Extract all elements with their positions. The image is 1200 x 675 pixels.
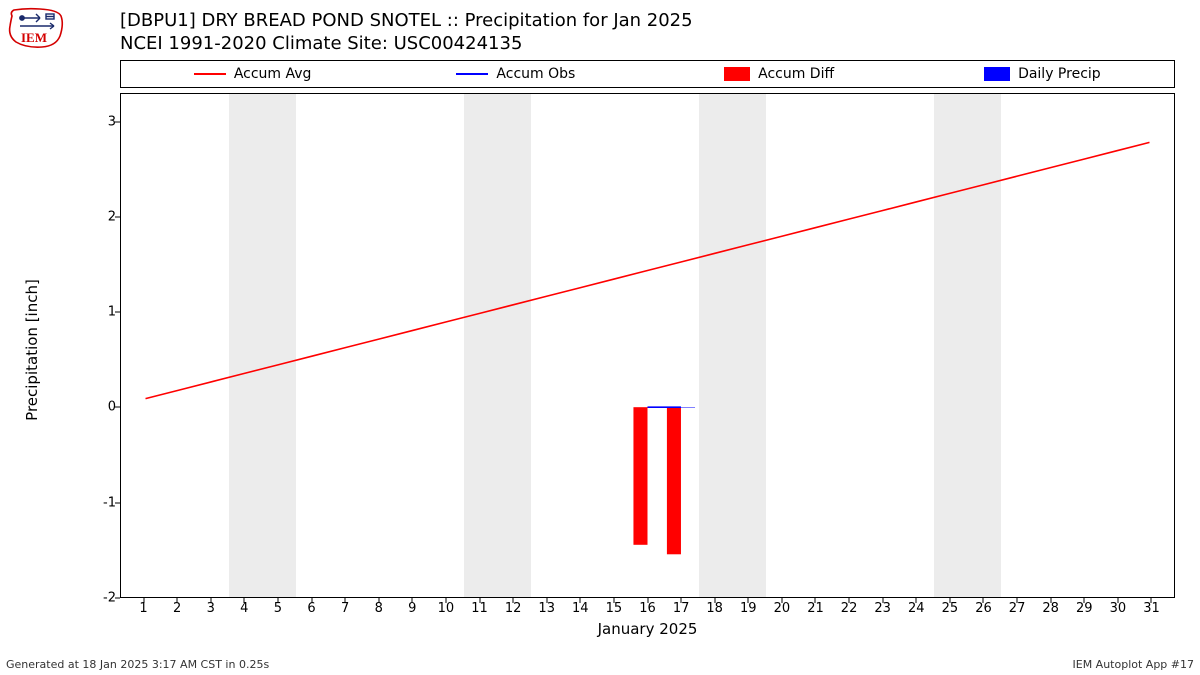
x-tick-mark — [345, 598, 346, 603]
legend-label: Accum Obs — [496, 66, 575, 82]
x-tick-label: 26 — [975, 601, 992, 616]
x-tick-mark — [748, 598, 749, 603]
legend-item: Accum Obs — [384, 66, 647, 82]
y-tick-label: 0 — [80, 400, 116, 415]
x-tick-label: 25 — [942, 601, 959, 616]
x-tick-mark — [580, 598, 581, 603]
x-tick-mark — [177, 598, 178, 603]
x-tick-mark — [412, 598, 413, 603]
legend-swatch — [724, 67, 750, 81]
x-tick-mark — [681, 598, 682, 603]
x-tick-mark — [143, 598, 144, 603]
x-tick-label: 22 — [841, 601, 858, 616]
y-tick-label: 2 — [80, 209, 116, 224]
x-tick-mark — [479, 598, 480, 603]
x-tick-label: 13 — [538, 601, 555, 616]
x-tick-label: 15 — [606, 601, 623, 616]
legend-label: Accum Avg — [234, 66, 312, 82]
title-line-2: NCEI 1991-2020 Climate Site: USC00424135 — [120, 33, 693, 56]
plot-svg — [121, 94, 1174, 597]
y-tick-label: -2 — [80, 591, 116, 606]
x-tick-mark — [445, 598, 446, 603]
footer-generated: Generated at 18 Jan 2025 3:17 AM CST in … — [6, 658, 269, 671]
x-tick-label: 6 — [307, 601, 315, 616]
x-tick-mark — [210, 598, 211, 603]
footer-app: IEM Autoplot App #17 — [1073, 658, 1195, 671]
x-tick-mark — [916, 598, 917, 603]
x-tick-label: 11 — [471, 601, 488, 616]
logo-text: IEM — [21, 30, 47, 45]
x-tick-mark — [1084, 598, 1085, 603]
x-tick-mark — [781, 598, 782, 603]
x-tick-label: 16 — [639, 601, 656, 616]
x-tick-mark — [714, 598, 715, 603]
x-tick-label: 3 — [207, 601, 215, 616]
x-tick-label: 19 — [740, 601, 757, 616]
x-tick-label: 14 — [572, 601, 589, 616]
x-tick-label: 28 — [1042, 601, 1059, 616]
y-tick-label: -1 — [80, 495, 116, 510]
x-tick-label: 30 — [1110, 601, 1127, 616]
x-tick-mark — [546, 598, 547, 603]
x-tick-label: 27 — [1009, 601, 1026, 616]
legend-item: Daily Precip — [911, 66, 1174, 82]
legend-swatch — [456, 73, 488, 75]
x-tick-label: 9 — [408, 601, 416, 616]
x-tick-mark — [882, 598, 883, 603]
y-axis-label: Precipitation [inch] — [23, 279, 41, 421]
x-tick-label: 8 — [375, 601, 383, 616]
y-tick-mark — [115, 216, 120, 217]
x-tick-mark — [244, 598, 245, 603]
x-tick-label: 7 — [341, 601, 349, 616]
x-tick-label: 2 — [173, 601, 181, 616]
chart-title: [DBPU1] DRY BREAD POND SNOTEL :: Precipi… — [120, 10, 693, 55]
x-tick-label: 1 — [139, 601, 147, 616]
x-tick-label: 17 — [673, 601, 690, 616]
x-tick-label: 24 — [908, 601, 925, 616]
chart-container: Accum Avg Accum Obs Accum Diff Daily Precip… — [80, 60, 1180, 640]
x-tick-mark — [1050, 598, 1051, 603]
x-tick-label: 4 — [240, 601, 248, 616]
x-axis-label: January 2025 — [120, 620, 1175, 638]
x-tick-mark — [513, 598, 514, 603]
legend-label: Accum Diff — [758, 66, 834, 82]
legend: Accum Avg Accum Obs Accum Diff Daily Precip — [120, 60, 1175, 88]
x-tick-mark — [815, 598, 816, 603]
y-tick-label: 3 — [80, 114, 116, 129]
plot-area — [120, 93, 1175, 598]
x-tick-mark — [983, 598, 984, 603]
x-tick-label: 23 — [874, 601, 891, 616]
x-tick-mark — [1017, 598, 1018, 603]
x-tick-label: 31 — [1143, 601, 1160, 616]
x-tick-label: 18 — [706, 601, 723, 616]
x-tick-mark — [378, 598, 379, 603]
x-tick-label: 29 — [1076, 601, 1093, 616]
legend-swatch — [984, 67, 1010, 81]
x-tick-label: 21 — [807, 601, 824, 616]
x-tick-mark — [849, 598, 850, 603]
x-tick-label: 5 — [274, 601, 282, 616]
y-tick-mark — [115, 121, 120, 122]
legend-item: Accum Diff — [648, 66, 911, 82]
x-tick-mark — [1117, 598, 1118, 603]
y-tick-mark — [115, 407, 120, 408]
x-tick-label: 10 — [438, 601, 455, 616]
legend-swatch — [194, 73, 226, 75]
legend-label: Daily Precip — [1018, 66, 1101, 82]
x-tick-mark — [1151, 598, 1152, 603]
x-tick-mark — [949, 598, 950, 603]
y-tick-mark — [115, 312, 120, 313]
legend-item: Accum Avg — [121, 66, 384, 82]
x-tick-mark — [277, 598, 278, 603]
x-tick-label: 12 — [505, 601, 522, 616]
x-tick-mark — [647, 598, 648, 603]
x-tick-mark — [613, 598, 614, 603]
iem-logo: IEM — [6, 6, 66, 54]
y-tick-mark — [115, 502, 120, 503]
title-line-1: [DBPU1] DRY BREAD POND SNOTEL :: Precipi… — [120, 10, 693, 33]
x-tick-mark — [311, 598, 312, 603]
y-tick-label: 1 — [80, 305, 116, 320]
y-tick-mark — [115, 598, 120, 599]
x-tick-label: 20 — [774, 601, 791, 616]
